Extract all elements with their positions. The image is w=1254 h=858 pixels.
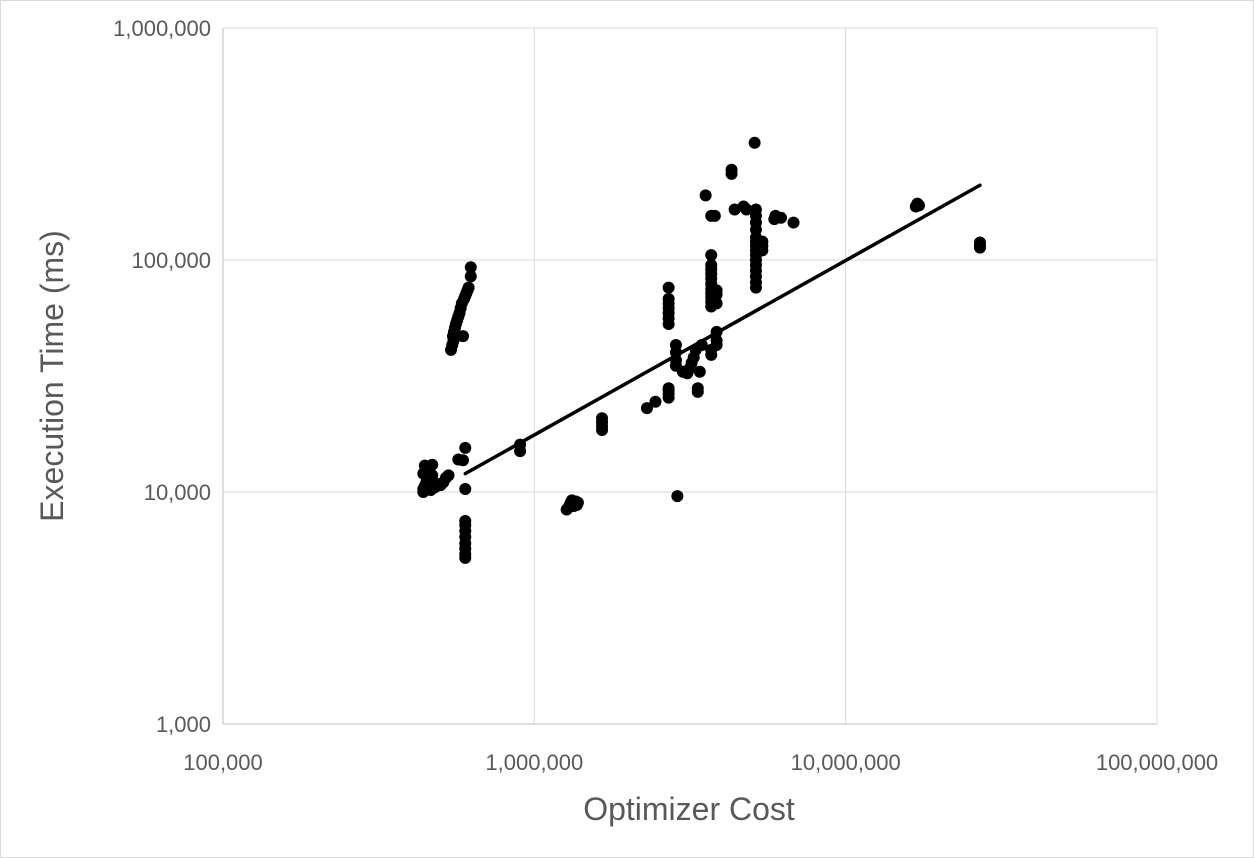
y-axis-title: Execution Time (ms) <box>34 230 70 522</box>
data-point <box>669 339 682 352</box>
data-point <box>699 189 712 202</box>
data-point <box>514 438 527 451</box>
data-point <box>756 235 769 248</box>
data-point <box>464 261 477 274</box>
data-point <box>691 382 704 395</box>
data-point <box>740 203 753 216</box>
gridlines <box>222 27 1158 725</box>
data-point <box>775 211 788 224</box>
data-point <box>710 334 723 347</box>
data-point <box>464 270 477 283</box>
data-point <box>749 203 762 216</box>
data-point <box>459 483 472 496</box>
data-point <box>462 281 475 294</box>
x-tick-label: 10,000,000 <box>791 750 901 775</box>
data-point <box>748 136 761 149</box>
data-point <box>725 163 738 176</box>
data-point <box>705 259 718 272</box>
data-point <box>695 339 708 352</box>
data-point <box>456 330 469 343</box>
data-point <box>459 551 472 564</box>
data-point <box>662 292 675 305</box>
data-point <box>426 458 439 471</box>
data-point <box>596 412 609 425</box>
data-point <box>571 496 584 509</box>
data-point <box>693 365 706 378</box>
data-point <box>973 236 986 249</box>
data-point <box>649 395 662 408</box>
data-point <box>710 297 723 310</box>
data-point <box>912 199 925 212</box>
y-tick-label: 10,000 <box>144 480 211 505</box>
data-point <box>662 281 675 294</box>
data-point <box>640 402 653 415</box>
data-point <box>710 284 723 297</box>
data-point <box>787 216 800 229</box>
data-point <box>662 382 675 395</box>
data-point <box>705 249 718 262</box>
data-point <box>456 454 469 467</box>
x-tick-label: 100,000 <box>183 750 263 775</box>
trendline-layer <box>463 183 982 476</box>
data-points <box>417 136 986 564</box>
x-tick-label: 100,000,000 <box>1096 750 1218 775</box>
data-point <box>671 490 684 503</box>
trendline <box>463 183 982 476</box>
y-tick-label: 1,000 <box>156 712 211 737</box>
data-point <box>710 325 723 338</box>
data-point <box>426 469 439 482</box>
data-point <box>708 209 721 222</box>
x-axis-title: Optimizer Cost <box>583 791 795 827</box>
y-tick-label: 1,000,000 <box>113 16 211 41</box>
x-tick-label: 1,000,000 <box>485 750 583 775</box>
y-tick-label: 100,000 <box>131 248 211 273</box>
tick-labels: 1,000 10,000 100,000 1,000,000 100,000 1,000,… <box>113 16 1218 775</box>
data-point <box>442 469 455 482</box>
data-point <box>459 441 472 454</box>
